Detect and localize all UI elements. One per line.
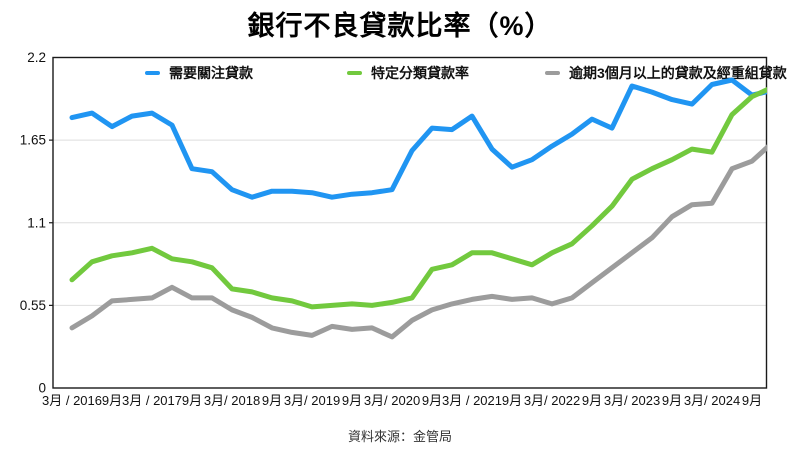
gridlines (53, 139, 767, 306)
x-tick-label: 9月 (422, 393, 442, 408)
chart-legend: 需要關注貸款 特定分類貸款率 逾期3個月以上的貸款及經重組貸款 (0, 65, 800, 81)
series-line-overdue-rescheduled-loans (69, 144, 767, 340)
x-tick-label: 9月 (342, 393, 362, 408)
series-line-special-mention-loans (69, 77, 767, 200)
legend-dash-icon (347, 71, 362, 75)
x-tick-label: 9月 (262, 393, 282, 408)
x-tick-label: 3月 / 2021 (442, 393, 502, 408)
legend-label: 特定分類貸款率 (371, 65, 469, 81)
legend-item-special-mention-loans: 需要關注貸款 (145, 65, 253, 81)
series-line-classified-loan-ratio (69, 87, 767, 310)
x-tick-label: 9月 (662, 393, 682, 408)
y-axis-ticks (49, 139, 53, 306)
y-tick-label: 0 (38, 381, 46, 396)
legend-dash-icon (145, 71, 160, 75)
legend-item-overdue-rescheduled-loans: 逾期3個月以上的貸款及經重組貸款 (545, 65, 787, 81)
chart-title: 銀行不良貸款比率（%） (247, 11, 553, 41)
x-tick-label: 9月 (502, 393, 522, 408)
x-axis-labels: 3月 / 2016 9月 3月 / 2017 9月 3月/ 2018 9月 3月/ 2019… (42, 393, 762, 408)
line-series-group (69, 77, 767, 340)
x-tick-label: 3月/ 2023 (604, 393, 660, 408)
y-axis-labels: 0 0.55 1.1 1.65 2.2 (20, 50, 46, 396)
legend-label: 逾期3個月以上的貸款及經重組貸款 (569, 65, 787, 81)
y-tick-label: 0.55 (20, 298, 46, 313)
y-tick-label: 2.2 (27, 50, 46, 65)
x-tick-label: 9月 (742, 393, 762, 408)
x-tick-label: 3月/ 2024 (684, 393, 740, 408)
x-tick-label: 9月 (582, 393, 602, 408)
x-tick-label: 9月 (102, 393, 122, 408)
y-tick-label: 1.1 (27, 215, 46, 230)
x-tick-label: 9月 (182, 393, 202, 408)
x-tick-label: 3月/ 2018 (204, 393, 260, 408)
legend-dash-icon (545, 71, 560, 75)
x-tick-label: 3月 / 2017 (122, 393, 182, 408)
y-tick-label: 1.65 (20, 133, 46, 148)
source-note: 資料來源：金管局 (347, 429, 452, 444)
x-tick-label: 3月/ 2022 (524, 393, 580, 408)
x-tick-label: 3月/ 2019 (284, 393, 340, 408)
legend-label: 需要關注貸款 (169, 65, 253, 81)
x-tick-label: 3月 / 2016 (42, 393, 102, 408)
x-tick-label: 3月/ 2020 (364, 393, 420, 408)
legend-item-classified-loan-ratio: 特定分類貸款率 (347, 65, 469, 81)
